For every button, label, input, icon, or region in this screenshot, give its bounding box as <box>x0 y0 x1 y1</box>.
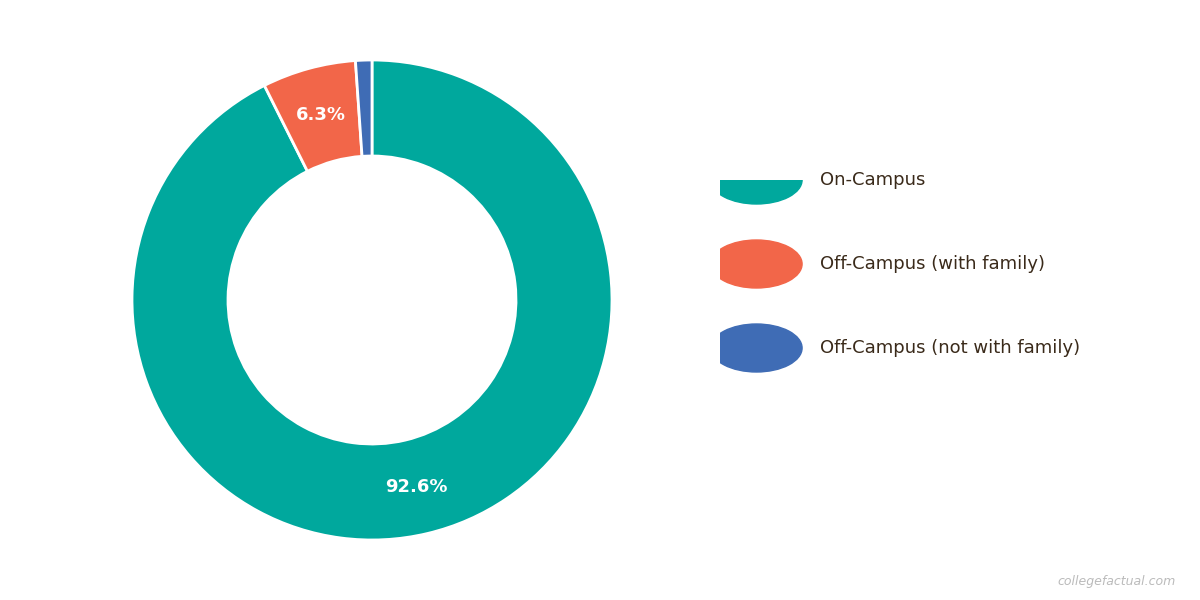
Wedge shape <box>132 60 612 540</box>
Wedge shape <box>264 61 362 171</box>
Circle shape <box>710 156 802 204</box>
Circle shape <box>710 324 802 372</box>
Wedge shape <box>355 60 372 157</box>
Text: 6.3%: 6.3% <box>296 106 347 124</box>
Text: 92.6%: 92.6% <box>385 478 448 496</box>
Text: Off-Campus (with family): Off-Campus (with family) <box>821 255 1045 273</box>
Circle shape <box>710 240 802 288</box>
Text: Off-Campus (not with family): Off-Campus (not with family) <box>821 339 1080 357</box>
Text: On-Campus: On-Campus <box>821 171 925 189</box>
Text: collegefactual.com: collegefactual.com <box>1057 575 1176 588</box>
